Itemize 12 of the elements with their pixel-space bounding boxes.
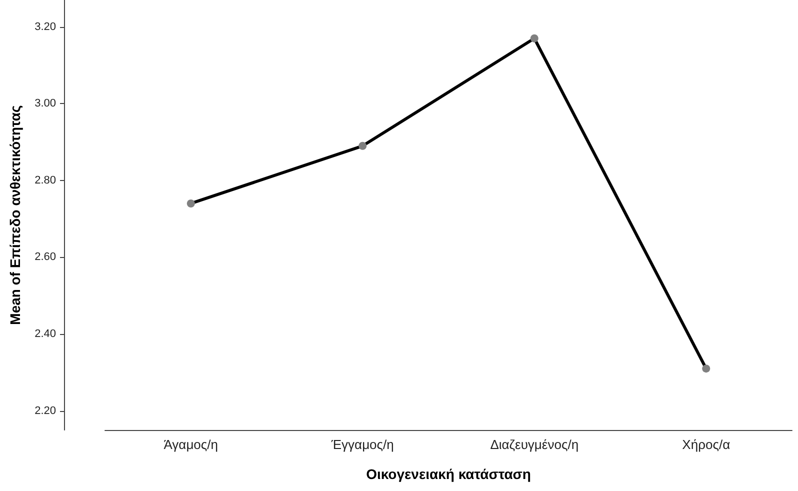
y-tick-label: 2.20 — [34, 404, 56, 417]
x-tick-label: Έγγαμος/η — [330, 437, 394, 452]
x-axis-title: Οικογενειακή κατάσταση — [366, 466, 531, 482]
y-tick-label: 2.60 — [34, 251, 56, 264]
x-tick-label: Διαζευγμένος/η — [490, 437, 579, 452]
x-tick-label: Άγαμος/η — [164, 437, 218, 452]
y-tick-label: 3.00 — [34, 98, 56, 110]
x-tick-label: Χήρος/α — [682, 437, 731, 452]
y-axis-title: Mean of Επίπεδο ανθεκτικότητας — [7, 105, 23, 325]
y-tick-label: 2.40 — [34, 328, 56, 340]
y-tick-label: 2.80 — [34, 174, 56, 186]
y-tick-label: 3.20 — [34, 20, 56, 33]
